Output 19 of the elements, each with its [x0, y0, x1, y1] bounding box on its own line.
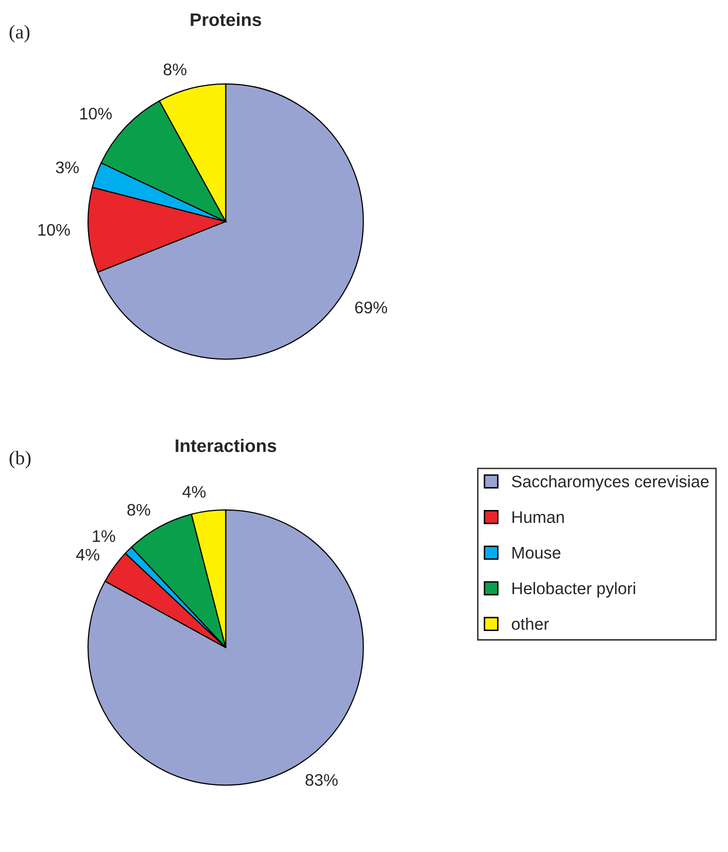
data-label: 10% — [80, 108, 112, 120]
chart-title: Interactions — [176, 438, 276, 452]
data-label: 69% — [355, 302, 388, 314]
data-label: 8% — [164, 64, 186, 76]
data-label: 4% — [76, 548, 100, 561]
text: (a) — [10, 24, 30, 42]
data-label: 4% — [182, 486, 206, 498]
data-label: 10% — [38, 224, 70, 236]
data-label: 3% — [56, 162, 79, 174]
data-label: 1% — [92, 530, 116, 542]
legend-label: Human — [512, 511, 564, 524]
data-label: 8% — [127, 504, 150, 516]
chart-title: Proteins — [190, 12, 262, 26]
text: (b) — [10, 450, 31, 468]
legend-label: Saccharomyces cerevisiae — [512, 475, 709, 491]
legend-label: Helobacter pylori — [512, 582, 636, 598]
data-label: 83% — [306, 774, 338, 786]
legend-label: Mouse — [512, 547, 560, 559]
legend-label: other — [512, 618, 549, 630]
